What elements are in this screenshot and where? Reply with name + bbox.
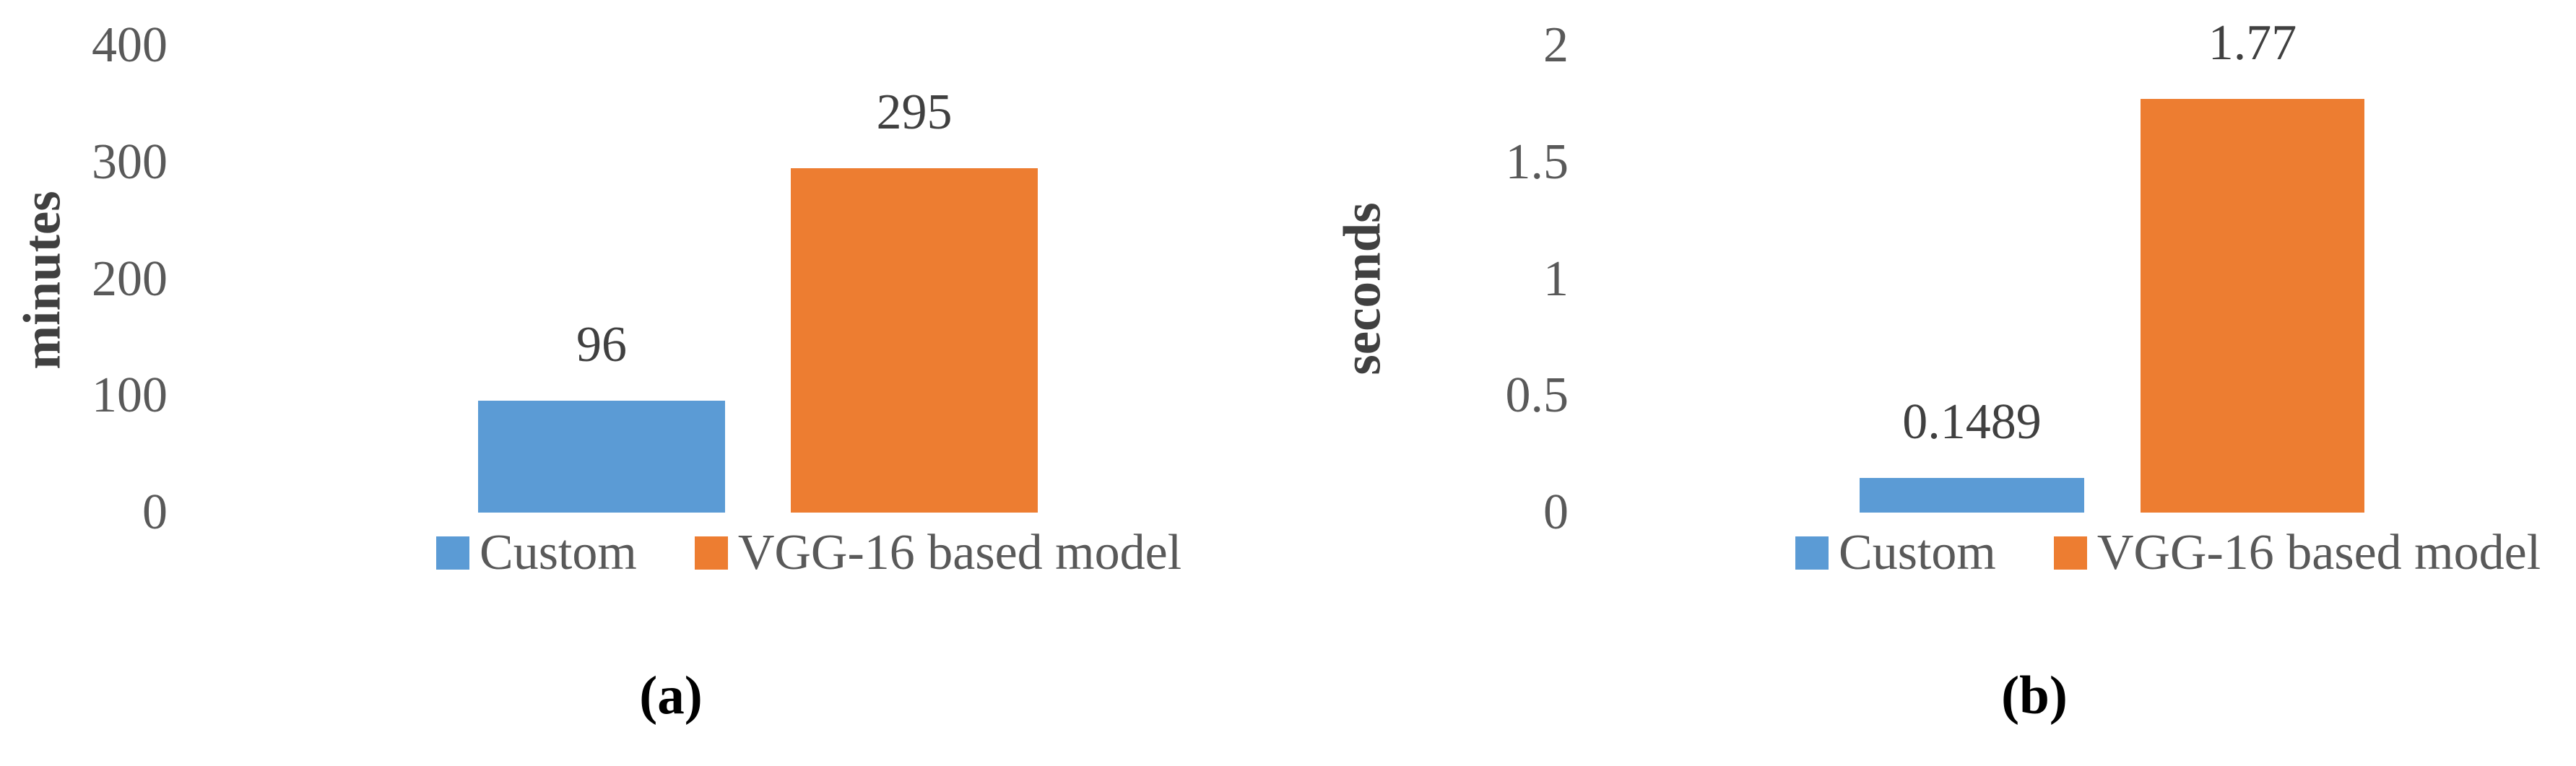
legend: Custom VGG-16 based model bbox=[436, 528, 1181, 578]
y-axis-tick-label: 100 bbox=[92, 367, 168, 424]
subfigure-caption-a: (a) bbox=[639, 666, 703, 726]
legend-item: Custom bbox=[436, 528, 637, 578]
y-axis-tick-label: 200 bbox=[92, 251, 168, 307]
legend: Custom VGG-16 based model bbox=[1795, 528, 2541, 578]
legend-item: VGG-16 based model bbox=[2053, 525, 2541, 580]
legend-item: Custom bbox=[1795, 528, 1996, 578]
y-axis-tick-label: 0 bbox=[142, 484, 168, 540]
y-axis-tick-label: 0.5 bbox=[1505, 367, 1569, 424]
bar-value-label: 96 bbox=[576, 316, 627, 373]
legend-swatch-icon bbox=[436, 536, 469, 570]
legend-swatch-icon bbox=[1795, 536, 1829, 570]
legend-label: VGG-16 based model bbox=[2096, 525, 2541, 580]
subfigure-caption-b: (b) bbox=[2001, 666, 2068, 726]
bar-vgg-16-based-model bbox=[2141, 99, 2364, 513]
y-axis-tick-label: 1.5 bbox=[1505, 134, 1569, 190]
bar-value-label: 295 bbox=[876, 84, 953, 140]
bar-value-label: 1.77 bbox=[2208, 15, 2297, 71]
y-axis-tick-label: 1 bbox=[1543, 251, 1569, 307]
legend-label: VGG-16 based model bbox=[737, 525, 1182, 580]
y-axis-tick-label: 400 bbox=[92, 17, 168, 73]
legend-swatch-icon bbox=[694, 536, 728, 570]
y-axis-tick-label: 0 bbox=[1543, 484, 1569, 540]
bar-custom bbox=[1860, 477, 2084, 513]
y-axis-tick-label: 300 bbox=[92, 134, 168, 190]
legend-label: Custom bbox=[1839, 525, 1996, 580]
bar-custom bbox=[478, 400, 725, 513]
legend-item: VGG-16 based model bbox=[694, 525, 1182, 580]
bar-value-label: 0.1489 bbox=[1902, 393, 2042, 450]
bar-vgg-16-based-model bbox=[791, 167, 1038, 513]
legend-label: Custom bbox=[480, 525, 637, 580]
y-axis-tick-label: 2 bbox=[1543, 17, 1569, 73]
legend-swatch-icon bbox=[2053, 536, 2087, 570]
